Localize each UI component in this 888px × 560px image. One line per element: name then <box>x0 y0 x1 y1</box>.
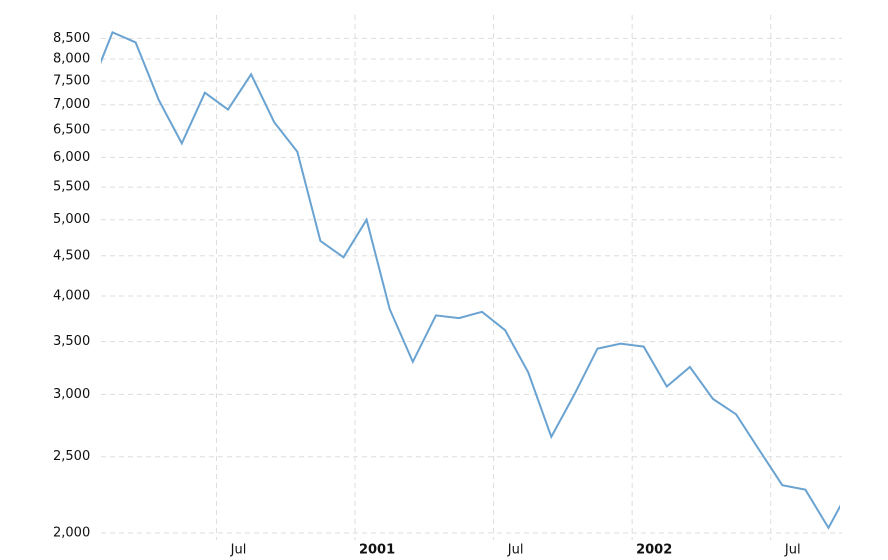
x-tick-label: 2001 <box>359 543 395 558</box>
x-tick-label: Jul <box>230 543 247 558</box>
y-tick-label: 2,000 <box>53 526 90 541</box>
y-tick-label: 6,500 <box>53 123 90 138</box>
y-tick-label: 5,000 <box>53 212 90 227</box>
y-tick-label: 3,000 <box>53 387 90 402</box>
x-tick-label: 2002 <box>636 543 672 558</box>
line <box>101 30 840 530</box>
y-tick-label: 8,000 <box>53 52 90 67</box>
y-tick-label: 4,500 <box>53 248 90 263</box>
x-tick-label: Jul <box>784 543 801 558</box>
y-tick-label: 6,000 <box>53 150 90 165</box>
y-tick-label: 5,500 <box>53 180 90 195</box>
y-tick-label: 8,500 <box>53 31 90 46</box>
x-tick-label: Jul <box>507 543 524 558</box>
y-tick-label: 4,000 <box>53 289 90 304</box>
y-tick-label: 3,500 <box>53 334 90 349</box>
y-tick-label: 2,500 <box>53 449 90 464</box>
y-tick-label: 7,000 <box>53 97 90 112</box>
y-tick-label: 7,500 <box>53 74 90 89</box>
plot-area <box>101 30 840 530</box>
